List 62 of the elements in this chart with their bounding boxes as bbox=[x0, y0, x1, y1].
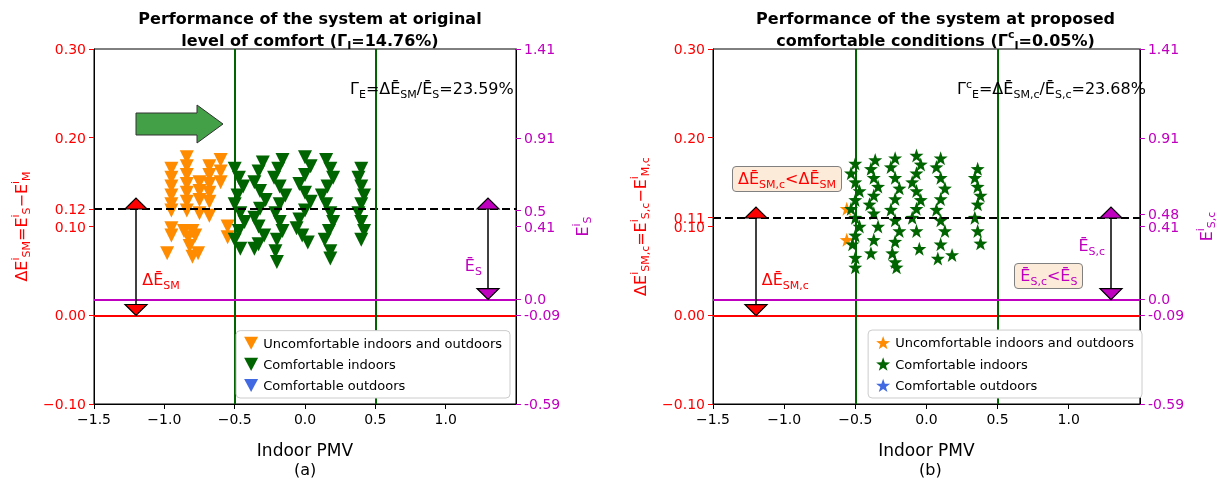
y2-tick-label: 0.5 bbox=[524, 202, 547, 219]
point bbox=[213, 175, 228, 190]
annotation: Ē$_{S,c}$ bbox=[1078, 236, 1106, 259]
x-tick-label: 0.5 bbox=[364, 411, 387, 427]
x-tick-label: 1.0 bbox=[1057, 411, 1080, 427]
y2-tick-label: -0.09 bbox=[524, 307, 561, 324]
y2-tick-label: 0.0 bbox=[524, 291, 547, 308]
x-tick-label: 0.0 bbox=[293, 411, 317, 427]
y-tick-label: −0.10 bbox=[662, 396, 705, 412]
x-tick-label: 0.0 bbox=[915, 411, 938, 427]
x-tick-label: −1.5 bbox=[77, 411, 111, 427]
y2-axis-title: EiS bbox=[570, 216, 595, 237]
y2-axis-title: EiS,c bbox=[1194, 211, 1218, 242]
point bbox=[213, 152, 228, 167]
point bbox=[164, 228, 179, 243]
y2-tick-label: 0.0 bbox=[1147, 291, 1171, 308]
x-tick-label: −0.5 bbox=[838, 411, 873, 427]
y-tick-label: 0.30 bbox=[54, 41, 86, 57]
y2-tick-label: 0.91 bbox=[524, 129, 556, 146]
y-tick-label: 0.30 bbox=[673, 41, 705, 57]
y2-tick-label: -0.09 bbox=[1147, 307, 1185, 324]
x-tick-label: −1.0 bbox=[767, 411, 802, 427]
x-tick-label: −1.0 bbox=[147, 411, 182, 427]
y-tick-label: −0.10 bbox=[43, 396, 86, 412]
y-tick-label: 0.20 bbox=[673, 129, 705, 146]
text: (b) bbox=[919, 460, 942, 480]
annotation: Ē$_{S,c}$<Ē$_{S}$ bbox=[1014, 263, 1084, 290]
y2-tick-label: 1.41 bbox=[1147, 41, 1180, 57]
annotation: ΔĒ$_{SM}$ bbox=[142, 269, 180, 292]
y-tick-label: 0.00 bbox=[54, 307, 86, 324]
x-axis-title: Indoor PMV bbox=[878, 439, 975, 460]
y2-tick-label: 1.41 bbox=[524, 41, 556, 57]
legend-label: Comfortable indoors bbox=[895, 356, 1029, 372]
y2-tick-label: -0.59 bbox=[524, 396, 561, 412]
x-tick-label: 0.5 bbox=[986, 411, 1009, 427]
y2-tick-label: -0.59 bbox=[1147, 396, 1185, 412]
legend-label: Comfortable outdoors bbox=[263, 377, 406, 393]
point bbox=[160, 246, 175, 261]
point bbox=[188, 228, 203, 243]
legend-label: Comfortable indoors bbox=[263, 356, 397, 372]
text: (a) bbox=[294, 460, 317, 480]
y2-tick-label: 0.91 bbox=[1147, 129, 1180, 146]
point bbox=[202, 194, 217, 209]
annotation: ΔĒ$_{SM,c}$<ΔĒ$_{SM}$ bbox=[731, 166, 843, 193]
legend-label: Comfortable outdoors bbox=[895, 377, 1038, 393]
x-axis-title: Indoor PMV bbox=[256, 439, 354, 460]
y-tick-label: 0.20 bbox=[54, 129, 86, 146]
legend-label: Uncomfortable indoors and outdoors bbox=[263, 335, 503, 351]
point bbox=[191, 246, 206, 261]
text: ΔEiSM,c=EiS,c−EiM,c bbox=[628, 157, 653, 296]
y-tick-label: 0.12 bbox=[54, 200, 86, 217]
x-tick-label: −0.5 bbox=[217, 411, 252, 427]
point bbox=[192, 192, 207, 207]
y-tick-label: 0.00 bbox=[673, 307, 705, 324]
y-tick-label: 0.10 bbox=[54, 218, 86, 235]
annotation: Ē$_{S}$ bbox=[464, 256, 482, 279]
annotation: ΔĒ$_{SM,c}$ bbox=[761, 269, 809, 292]
x-tick-label: −1.5 bbox=[696, 411, 730, 427]
y2-tick-label: 0.41 bbox=[524, 218, 556, 235]
legend-label: Uncomfortable indoors and outdoors bbox=[895, 335, 1135, 351]
x-tick-label: 1.0 bbox=[434, 411, 457, 427]
text: ΔEiSM=EiS−EiM bbox=[9, 171, 34, 282]
